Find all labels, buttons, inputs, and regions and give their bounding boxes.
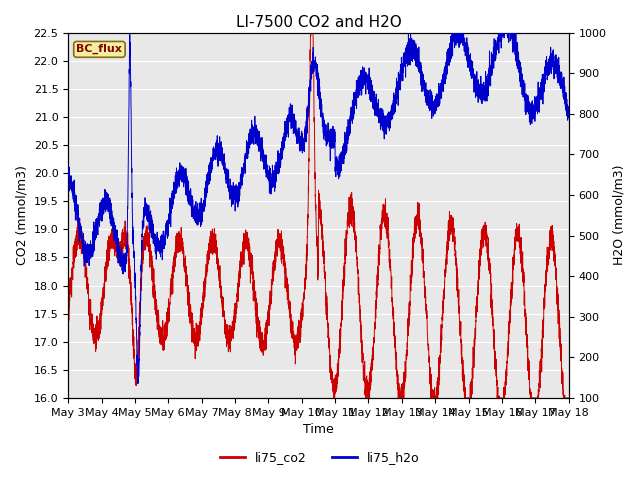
Text: BC_flux: BC_flux (77, 44, 122, 55)
Title: LI-7500 CO2 and H2O: LI-7500 CO2 and H2O (236, 15, 401, 30)
Y-axis label: H2O (mmol/m3): H2O (mmol/m3) (612, 165, 625, 265)
Y-axis label: CO2 (mmol/m3): CO2 (mmol/m3) (15, 165, 28, 265)
Legend: li75_co2, li75_h2o: li75_co2, li75_h2o (215, 446, 425, 469)
X-axis label: Time: Time (303, 423, 334, 436)
